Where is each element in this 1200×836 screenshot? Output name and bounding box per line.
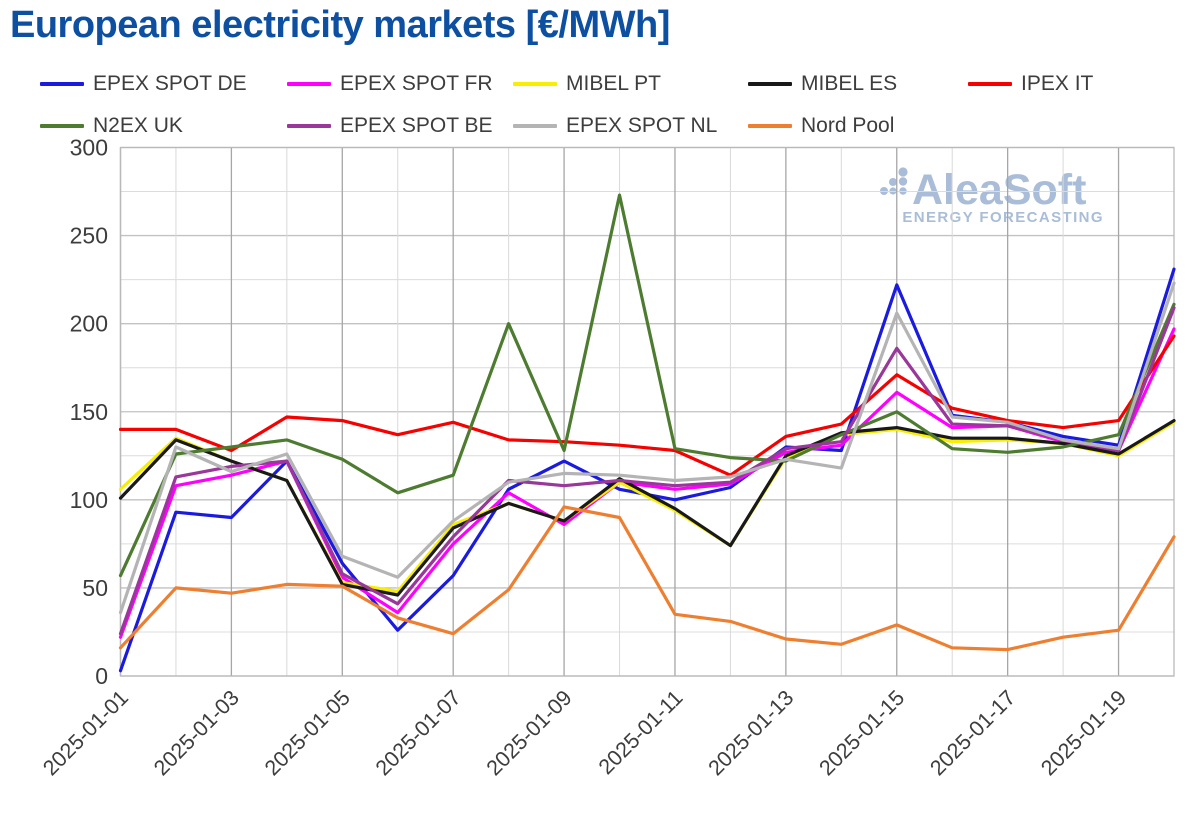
x-tick-label: 2025-01-17 — [925, 686, 1020, 781]
legend-label: EPEX SPOT BE — [340, 114, 493, 137]
y-tick-label: 100 — [70, 487, 108, 513]
legend-item-mibel-pt: MIBEL PT — [513, 72, 661, 96]
y-tick-label: 250 — [70, 223, 108, 249]
logo-wordmark: AleaSoft — [912, 166, 1086, 214]
legend-item-mibel-es: MIBEL ES — [748, 72, 897, 96]
legend-label: N2EX UK — [93, 114, 183, 137]
legend-item-epex-spot-nl: EPEX SPOT NL — [513, 114, 717, 138]
legend-label: Nord Pool — [801, 114, 895, 137]
logo-dot-icon — [889, 187, 897, 195]
legend-swatch-ipex-it — [968, 82, 1012, 86]
x-tick-label: 2025-01-11 — [594, 686, 688, 780]
series-line-epex-spot-nl — [118, 281, 1176, 615]
legend-swatch-epex-spot-de — [40, 82, 84, 86]
y-tick-label: 50 — [82, 575, 108, 601]
legend-label: MIBEL PT — [566, 72, 661, 95]
legend-label: MIBEL ES — [801, 72, 898, 95]
x-tick-label: 2025-01-19 — [1036, 686, 1131, 781]
legend-swatch-mibel-pt — [513, 82, 557, 86]
chart-legend: EPEX SPOT DE EPEX SPOT FR MIBEL PT MIBEL ES… — [0, 0, 1200, 140]
legend-swatch-nord-pool — [748, 124, 792, 128]
series-line-ipex-it — [118, 334, 1176, 477]
y-tick-label: 0 — [95, 663, 108, 689]
y-tick-label: 150 — [70, 399, 108, 425]
x-tick-label: 2025-01-07 — [371, 686, 466, 781]
legend-label: EPEX SPOT FR — [340, 72, 493, 95]
plot-border — [119, 146, 1175, 677]
legend-item-epex-spot-de: EPEX SPOT DE — [40, 72, 247, 96]
series-line-n2ex-uk — [118, 193, 1176, 578]
x-tick-label: 2025-01-05 — [260, 686, 355, 781]
series-line-epex-spot-be — [118, 306, 1176, 636]
y-tick-label: 200 — [70, 311, 108, 337]
series-line-nord-pool — [118, 505, 1176, 652]
logo-dot-icon — [898, 167, 908, 177]
legend-item-epex-spot-be: EPEX SPOT BE — [287, 114, 493, 138]
legend-swatch-mibel-es — [748, 82, 792, 86]
legend-item-nord-pool: Nord Pool — [748, 114, 894, 138]
page-title: European electricity markets [€/MWh] — [10, 4, 670, 46]
legend-item-ipex-it: IPEX IT — [968, 72, 1093, 96]
x-tick-label: 2025-01-15 — [815, 686, 910, 781]
x-tick-label: 2025-01-09 — [482, 686, 577, 781]
x-tick-label: 2025-01-01 — [38, 686, 133, 781]
logo-dot-icon — [899, 187, 907, 195]
legend-label: EPEX SPOT DE — [93, 72, 247, 95]
legend-item-n2ex-uk: N2EX UK — [40, 114, 183, 138]
gridlines — [119, 146, 1175, 677]
legend-swatch-n2ex-uk — [40, 124, 84, 128]
series-lines — [118, 193, 1176, 673]
series-line-mibel-es — [118, 419, 1176, 597]
legend-swatch-epex-spot-be — [287, 124, 331, 128]
logo-tagline: ENERGY FORECASTING — [902, 209, 1104, 226]
legend-item-epex-spot-fr: EPEX SPOT FR — [287, 72, 493, 96]
logo-dot-icon — [889, 178, 897, 186]
legend-swatch-epex-spot-nl — [513, 124, 557, 128]
y-tick-label: 300 — [70, 135, 108, 161]
x-tick-label: 2025-01-13 — [704, 686, 799, 781]
logo-dot-icon — [880, 187, 888, 195]
legend-swatch-epex-spot-fr — [287, 82, 331, 86]
logo-dot-icon — [898, 177, 908, 186]
legend-label: EPEX SPOT NL — [566, 114, 718, 137]
legend-label: IPEX IT — [1021, 72, 1094, 95]
x-tick-label: 2025-01-03 — [149, 686, 244, 781]
